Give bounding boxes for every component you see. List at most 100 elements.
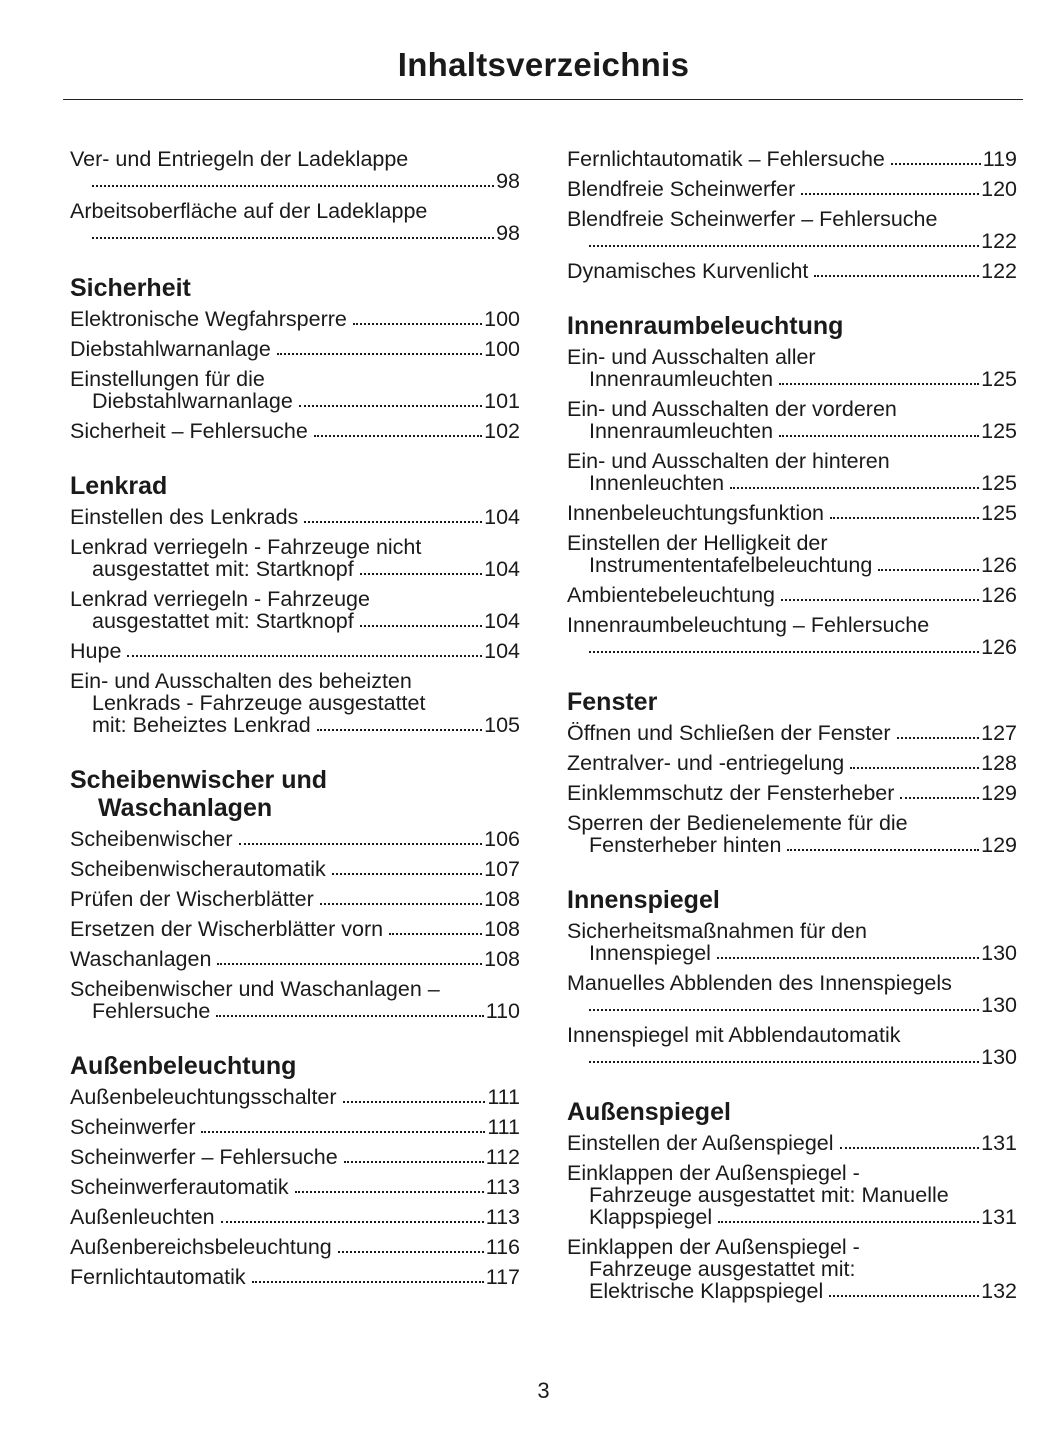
toc-entry-page[interactable]: 98 xyxy=(496,169,520,193)
toc-entry-page[interactable]: 131 xyxy=(981,1205,1017,1229)
toc-entry-page[interactable]: 130 xyxy=(981,941,1017,965)
toc-entry-page[interactable]: 120 xyxy=(981,177,1017,201)
toc-entry-page[interactable]: 100 xyxy=(484,337,520,361)
toc-entry-page[interactable]: 125 xyxy=(981,471,1017,495)
toc-entry[interactable]: Innenbeleuchtungsfunktion 125 xyxy=(567,502,1017,524)
toc-entry[interactable]: Lenkrad verriegeln - Fahrzeuge ausgestatt… xyxy=(70,588,520,632)
toc-entry[interactable]: Einstellungen für die Diebstahlwarnanlage… xyxy=(70,368,520,412)
toc-entry[interactable]: Waschanlagen 108 xyxy=(70,948,520,970)
toc-entry-page[interactable]: 111 xyxy=(487,1115,520,1139)
toc-entry-text: Scheinwerfer xyxy=(70,1115,196,1139)
toc-entry-text: Lenkrad verriegeln - Fahrzeuge nicht xyxy=(70,535,422,559)
toc-entry-page[interactable]: 105 xyxy=(484,713,520,737)
toc-entry-page[interactable]: 127 xyxy=(981,721,1017,745)
toc-entry-page[interactable]: 102 xyxy=(484,419,520,443)
toc-entry-text: Fahrzeuge ausgestattet mit: xyxy=(589,1257,856,1281)
toc-entry[interactable]: Scheibenwischer und Waschanlagen – Fehler… xyxy=(70,978,520,1022)
toc-entry-page[interactable]: 98 xyxy=(496,221,520,245)
toc-entry[interactable]: Einklappen der Außenspiegel - Fahrzeuge a… xyxy=(567,1236,1017,1302)
toc-entry-page[interactable]: 111 xyxy=(487,1085,520,1109)
toc-entry[interactable]: Außenbereichsbeleuchtung 116 xyxy=(70,1236,520,1258)
toc-entry[interactable]: Arbeitsoberfläche auf der Ladeklappe 98 xyxy=(70,200,520,244)
toc-entry[interactable]: Lenkrad verriegeln - Fahrzeuge nicht ausg… xyxy=(70,536,520,580)
toc-entry[interactable]: Innenspiegel mit Abblendautomatik 130 xyxy=(567,1024,1017,1068)
toc-entry-page[interactable]: 129 xyxy=(981,833,1017,857)
toc-entry-page[interactable]: 104 xyxy=(484,505,520,529)
toc-entry-page[interactable]: 104 xyxy=(484,557,520,581)
toc-entry[interactable]: Prüfen der Wischerblätter 108 xyxy=(70,888,520,910)
toc-entry-page[interactable]: 108 xyxy=(484,887,520,911)
toc-entry-page[interactable]: 106 xyxy=(484,827,520,851)
toc-entry-page[interactable]: 130 xyxy=(981,993,1017,1017)
toc-entry-page[interactable]: 125 xyxy=(981,419,1017,443)
toc-entry-page[interactable]: 126 xyxy=(981,553,1017,577)
toc-entry-page[interactable]: 129 xyxy=(981,781,1017,805)
toc-entry-page[interactable]: 104 xyxy=(484,639,520,663)
toc-entry[interactable]: Einstellen der Außenspiegel 131 xyxy=(567,1132,1017,1154)
toc-entry[interactable]: Fernlichtautomatik 117 xyxy=(70,1266,520,1288)
toc-entry-page[interactable]: 113 xyxy=(485,1205,520,1229)
toc-entry[interactable]: Sicherheitsmaßnahmen für den Innenspiegel… xyxy=(567,920,1017,964)
toc-entry-page[interactable]: 119 xyxy=(982,147,1017,171)
toc-entry-page[interactable]: 110 xyxy=(485,999,520,1023)
toc-entry-page[interactable]: 126 xyxy=(981,583,1017,607)
toc-entry[interactable]: Dynamisches Kurvenlicht 122 xyxy=(567,260,1017,282)
toc-entry-page[interactable]: 130 xyxy=(981,1045,1017,1069)
toc-entry-last-line: Diebstahlwarnanlage 100 xyxy=(70,338,520,360)
toc-entry-page[interactable]: 107 xyxy=(484,857,520,881)
toc-entry-last-line: Fehlersuche 110 xyxy=(70,1000,520,1022)
toc-entry[interactable]: Scheinwerfer 111 xyxy=(70,1116,520,1138)
toc-entry[interactable]: Scheibenwischerautomatik 107 xyxy=(70,858,520,880)
toc-entry-page[interactable]: 126 xyxy=(981,635,1017,659)
toc-entry[interactable]: Ein- und Ausschalten aller Innenraumleuch… xyxy=(567,346,1017,390)
toc-entry-page[interactable]: 116 xyxy=(485,1235,520,1259)
toc-entry[interactable]: Fernlichtautomatik – Fehlersuche 119 xyxy=(567,148,1017,170)
toc-entry-page[interactable]: 104 xyxy=(484,609,520,633)
toc-entry-page[interactable]: 108 xyxy=(484,947,520,971)
toc-entry[interactable]: Sicherheit – Fehlersuche 102 xyxy=(70,420,520,442)
toc-entry-page[interactable]: 108 xyxy=(484,917,520,941)
toc-entry[interactable]: Öffnen und Schließen der Fenster 127 xyxy=(567,722,1017,744)
toc-entry[interactable]: Diebstahlwarnanlage 100 xyxy=(70,338,520,360)
toc-entry[interactable]: Ein- und Ausschalten des beheizten Lenkra… xyxy=(70,670,520,736)
toc-entry[interactable]: Scheinwerfer – Fehlersuche 112 xyxy=(70,1146,520,1168)
toc-entry-text: Innenraumleuchten xyxy=(589,367,774,391)
toc-entry[interactable]: Elektronische Wegfahrsperre 100 xyxy=(70,308,520,330)
toc-entry[interactable]: Blendfreie Scheinwerfer – Fehlersuche 122 xyxy=(567,208,1017,252)
toc-entry[interactable]: Außenbeleuchtungsschalter 111 xyxy=(70,1086,520,1108)
toc-entry-page[interactable]: 100 xyxy=(484,307,520,331)
toc-entry-text: Fahrzeuge ausgestattet mit: Manuelle xyxy=(589,1183,949,1207)
toc-entry-page[interactable]: 122 xyxy=(981,259,1017,283)
toc-entry-page[interactable]: 113 xyxy=(485,1175,520,1199)
toc-entry-page[interactable]: 131 xyxy=(981,1131,1017,1155)
toc-entry[interactable]: Innenraumbeleuchtung – Fehlersuche 126 xyxy=(567,614,1017,658)
toc-entry-page[interactable]: 122 xyxy=(981,229,1017,253)
toc-entry[interactable]: Blendfreie Scheinwerfer 120 xyxy=(567,178,1017,200)
toc-entry-page[interactable]: 132 xyxy=(981,1279,1017,1303)
toc-entry[interactable]: Einklappen der Außenspiegel - Fahrzeuge a… xyxy=(567,1162,1017,1228)
toc-entry[interactable]: Sperren der Bedienelemente für die Fenste… xyxy=(567,812,1017,856)
toc-entry[interactable]: Ein- und Ausschalten der vorderen Innenra… xyxy=(567,398,1017,442)
toc-entry[interactable]: Ambientebeleuchtung 126 xyxy=(567,584,1017,606)
toc-entry-page[interactable]: 101 xyxy=(484,389,520,413)
toc-entry[interactable]: Außenleuchten 113 xyxy=(70,1206,520,1228)
toc-entry[interactable]: Ver- und Entriegeln der Ladeklappe 98 xyxy=(70,148,520,192)
toc-entry-page[interactable]: 112 xyxy=(485,1145,520,1169)
toc-entry[interactable]: Einstellen des Lenkrads 104 xyxy=(70,506,520,528)
toc-entry[interactable]: Ersetzen der Wischerblätter vorn 108 xyxy=(70,918,520,940)
toc-entry[interactable]: Scheibenwischer 106 xyxy=(70,828,520,850)
toc-entry[interactable]: Einklemmschutz der Fensterheber 129 xyxy=(567,782,1017,804)
dot-leader xyxy=(238,843,483,845)
toc-entry[interactable]: Manuelles Abblenden des Innenspiegels 130 xyxy=(567,972,1017,1016)
toc-entry[interactable]: Ein- und Ausschalten der hinteren Innenle… xyxy=(567,450,1017,494)
toc-entry-page[interactable]: 117 xyxy=(485,1265,520,1289)
section-heading-line: Waschanlagen xyxy=(98,794,273,822)
toc-entry[interactable]: Zentralver- und -entriegelung 128 xyxy=(567,752,1017,774)
toc-entry-page[interactable]: 125 xyxy=(981,501,1017,525)
toc-entry-text: Einklappen der Außenspiegel - xyxy=(567,1161,860,1185)
toc-entry-page[interactable]: 125 xyxy=(981,367,1017,391)
toc-entry[interactable]: Hupe 104 xyxy=(70,640,520,662)
toc-entry[interactable]: Einstellen der Helligkeit der Instrumente… xyxy=(567,532,1017,576)
toc-entry[interactable]: Scheinwerferautomatik 113 xyxy=(70,1176,520,1198)
toc-entry-page[interactable]: 128 xyxy=(981,751,1017,775)
